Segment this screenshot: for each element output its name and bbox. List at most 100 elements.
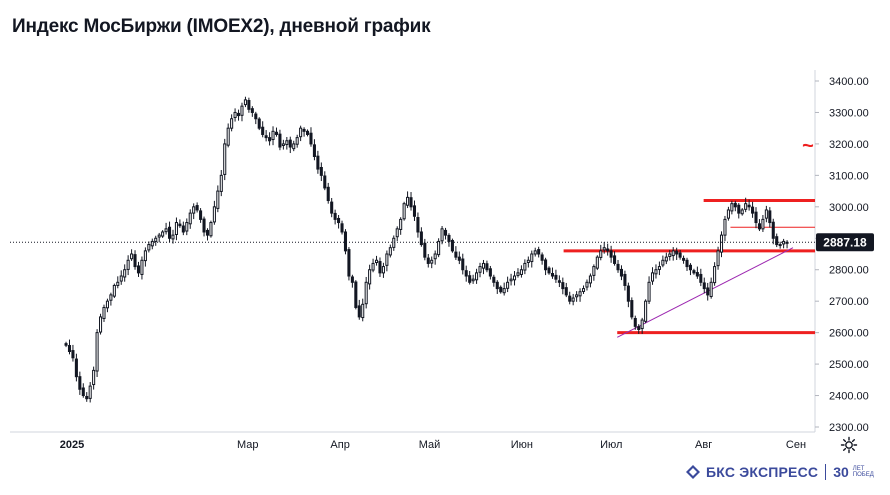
candle-body-down bbox=[426, 257, 430, 264]
candle-body-up bbox=[595, 256, 599, 269]
candle-body-up bbox=[740, 209, 744, 215]
candle-body-down bbox=[768, 210, 772, 224]
candle-body-up bbox=[185, 222, 189, 232]
candle-body-down bbox=[199, 210, 203, 220]
candle-body-up bbox=[406, 196, 410, 206]
candle-body-up bbox=[92, 369, 96, 386]
years-text: ЛЕТ ПОБЕД bbox=[852, 466, 874, 478]
candle-body-down bbox=[340, 223, 344, 233]
candle-body-down bbox=[706, 287, 710, 296]
candle-body-down bbox=[733, 202, 737, 208]
candle-body-up bbox=[164, 228, 168, 233]
y-tick-label: 2300.00 bbox=[829, 422, 869, 434]
candle-body-up bbox=[174, 222, 178, 235]
candle-body-down bbox=[751, 206, 755, 214]
years-number: 30 bbox=[833, 464, 849, 480]
candle-body-down bbox=[423, 242, 427, 258]
brand-separator bbox=[825, 464, 827, 480]
y-tick-label: 2600.00 bbox=[829, 328, 869, 340]
candle-body-down bbox=[323, 175, 327, 189]
candle-body-down bbox=[557, 280, 561, 283]
candle-body-down bbox=[468, 275, 472, 283]
candle-body-down bbox=[495, 281, 499, 290]
x-tick-label: Апр bbox=[330, 439, 349, 451]
candle-body-down bbox=[250, 108, 254, 113]
settings-gear-icon[interactable] bbox=[840, 436, 858, 454]
candle-body-down bbox=[67, 345, 72, 353]
candle-body-down bbox=[488, 268, 492, 277]
candle-body-up bbox=[140, 259, 144, 275]
candle-body-up bbox=[502, 288, 506, 294]
x-tick-label: Авг bbox=[695, 439, 712, 451]
candle-body-down bbox=[464, 270, 468, 277]
candle-body-down bbox=[205, 229, 210, 236]
candle-body-up bbox=[281, 143, 285, 146]
candle-body-down bbox=[457, 256, 461, 261]
candle-body-down bbox=[685, 259, 689, 268]
candles-layer bbox=[64, 96, 789, 403]
candle-body-down bbox=[637, 326, 641, 330]
candle-body-up bbox=[588, 275, 592, 284]
candle-body-up bbox=[516, 272, 520, 276]
candle-body-up bbox=[664, 256, 668, 262]
candle-body-up bbox=[571, 297, 575, 302]
candle-body-up bbox=[512, 275, 517, 281]
candle-body-up bbox=[523, 262, 527, 271]
candle-body-down bbox=[181, 225, 185, 233]
candle-body-up bbox=[640, 319, 644, 330]
candle-body-up bbox=[533, 250, 537, 255]
candle-body-up bbox=[437, 240, 441, 256]
candle-body-down bbox=[678, 252, 682, 258]
candle-body-down bbox=[492, 276, 496, 283]
candle-body-up bbox=[188, 212, 192, 225]
candle-body-up bbox=[226, 127, 230, 146]
candle-body-up bbox=[88, 385, 92, 399]
candle-body-up bbox=[371, 262, 375, 271]
candle-body-down bbox=[64, 343, 68, 346]
candle-body-down bbox=[416, 217, 420, 233]
last-price-tag bbox=[816, 233, 874, 252]
y-tick-label: 2400.00 bbox=[829, 391, 869, 403]
y-axis: 3400.003300.003200.003100.003000.002900.… bbox=[815, 76, 869, 434]
candle-body-up bbox=[402, 203, 406, 220]
candle-body-down bbox=[236, 112, 241, 117]
candle-body-up bbox=[216, 190, 220, 209]
candle-body-down bbox=[78, 376, 82, 390]
candle-body-down bbox=[688, 264, 693, 271]
candle-body-down bbox=[136, 265, 141, 274]
candle-body-up bbox=[719, 234, 724, 253]
candle-body-up bbox=[433, 253, 437, 260]
candle-body-down bbox=[347, 249, 351, 277]
candle-body-down bbox=[757, 223, 761, 230]
candle-body-down bbox=[168, 226, 172, 239]
wave-note-symbol: ~ bbox=[802, 135, 814, 157]
x-tick-label: Мар bbox=[237, 439, 259, 451]
candle-body-down bbox=[419, 231, 423, 246]
candle-body-up bbox=[509, 278, 513, 282]
x-tick-label: Июл bbox=[600, 439, 622, 451]
trendline bbox=[617, 247, 794, 338]
candle-body-up bbox=[119, 275, 123, 282]
candle-body-down bbox=[412, 205, 417, 217]
candle-body-up bbox=[219, 174, 223, 192]
brand-name: БКС ЭКСПРЕСС bbox=[706, 464, 819, 480]
candle-body-up bbox=[243, 99, 247, 106]
candle-body-up bbox=[223, 143, 227, 175]
candle-body-down bbox=[754, 211, 758, 224]
candle-body-up bbox=[230, 118, 234, 129]
y-tick-label: 2700.00 bbox=[829, 296, 869, 308]
candle-body-up bbox=[154, 237, 158, 242]
candle-body-up bbox=[730, 203, 734, 212]
candle-body-down bbox=[613, 255, 617, 264]
last-price-label: 2887.18 bbox=[823, 235, 867, 249]
candle-body-up bbox=[599, 250, 603, 258]
candle-body-up bbox=[657, 266, 661, 270]
candle-body-down bbox=[623, 273, 627, 286]
y-tick-label: 2500.00 bbox=[829, 359, 869, 371]
candle-body-down bbox=[540, 254, 544, 261]
candle-body-down bbox=[695, 272, 699, 277]
x-tick-label: Июн bbox=[511, 439, 533, 451]
candle-body-up bbox=[761, 218, 765, 230]
candle-body-down bbox=[378, 261, 382, 274]
